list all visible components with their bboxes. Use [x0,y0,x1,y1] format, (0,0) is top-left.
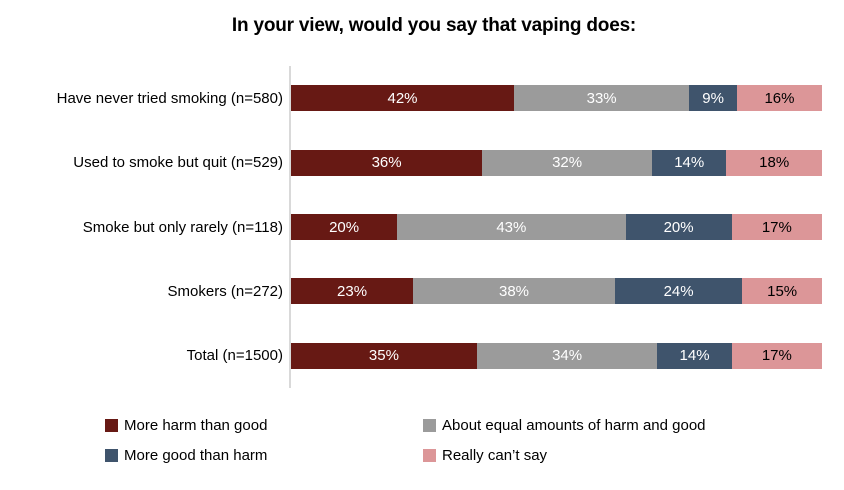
bar-segment: 14% [652,149,727,176]
plot-area: Have never tried smoking (n=580) 42% 33% 9%… [0,66,844,388]
bar-segment: 24% [614,278,743,305]
category-label: Total (n=1500) [186,347,283,365]
bar-segment: 14% [657,342,732,369]
category-label: Smokers (n=272) [167,282,283,300]
bar-segment: 15% [742,278,822,305]
stacked-bar: 23% 38% 24% 15% [291,278,822,305]
legend-swatch [423,449,436,462]
bar-segment: 34% [476,342,658,369]
category-label: Used to smoke but quit (n=529) [73,154,283,172]
chart-rows: Have never tried smoking (n=580) 42% 33% 9%… [0,66,844,388]
legend-item: About equal amounts of harm and good [423,417,706,434]
bar-segment: 9% [689,85,738,112]
legend-item: More good than harm [105,447,423,464]
y-axis-line [289,66,291,388]
chart-row: Smokers (n=272) 23% 38% 24% 15% [0,259,844,323]
bar-segment: 43% [397,214,626,241]
legend: More harm than good About equal amounts o… [105,417,706,464]
chart-row: Smoke but only rarely (n=118) 20% 43% 20% 17… [0,195,844,259]
stacked-bar: 20% 43% 20% 17% [291,214,822,241]
chart-title: In your view, would you say that vaping … [231,15,637,36]
bar-segment: 33% [514,85,690,112]
bar-segment: 16% [737,85,822,112]
legend-item: Really can’t say [423,447,706,464]
bar-segment: 35% [291,342,477,369]
bar-segment: 38% [413,278,615,305]
category-label: Have never tried smoking (n=580) [56,89,283,107]
legend-label: More good than harm [124,447,268,464]
chart-row: Total (n=1500) 35% 34% 14% 17% [0,324,844,388]
bar-segment: 32% [482,149,653,176]
legend-item: More harm than good [105,417,423,434]
bar-segment: 20% [291,214,398,241]
bar-segment: 23% [291,278,414,305]
bar-segment: 20% [625,214,732,241]
bar-segment: 17% [731,342,822,369]
legend-label: Really can’t say [442,447,548,464]
stacked-bar: 42% 33% 9% 16% [291,85,822,112]
bar-segment: 17% [731,214,822,241]
legend-label: More harm than good [124,417,268,434]
stacked-bar: 35% 34% 14% 17% [291,342,822,369]
legend-swatch [105,449,118,462]
legend-swatch [105,419,118,432]
legend-swatch [423,419,436,432]
category-label: Smoke but only rarely (n=118) [82,218,283,236]
stacked-bar: 36% 32% 14% 18% [291,149,822,176]
bar-segment: 18% [726,149,822,176]
chart-row: Used to smoke but quit (n=529) 36% 32% 14% 1… [0,130,844,194]
bar-segment: 36% [291,149,483,176]
chart-row: Have never tried smoking (n=580) 42% 33% 9%… [0,66,844,130]
bar-segment: 42% [291,85,515,112]
legend-label: About equal amounts of harm and good [442,417,706,434]
